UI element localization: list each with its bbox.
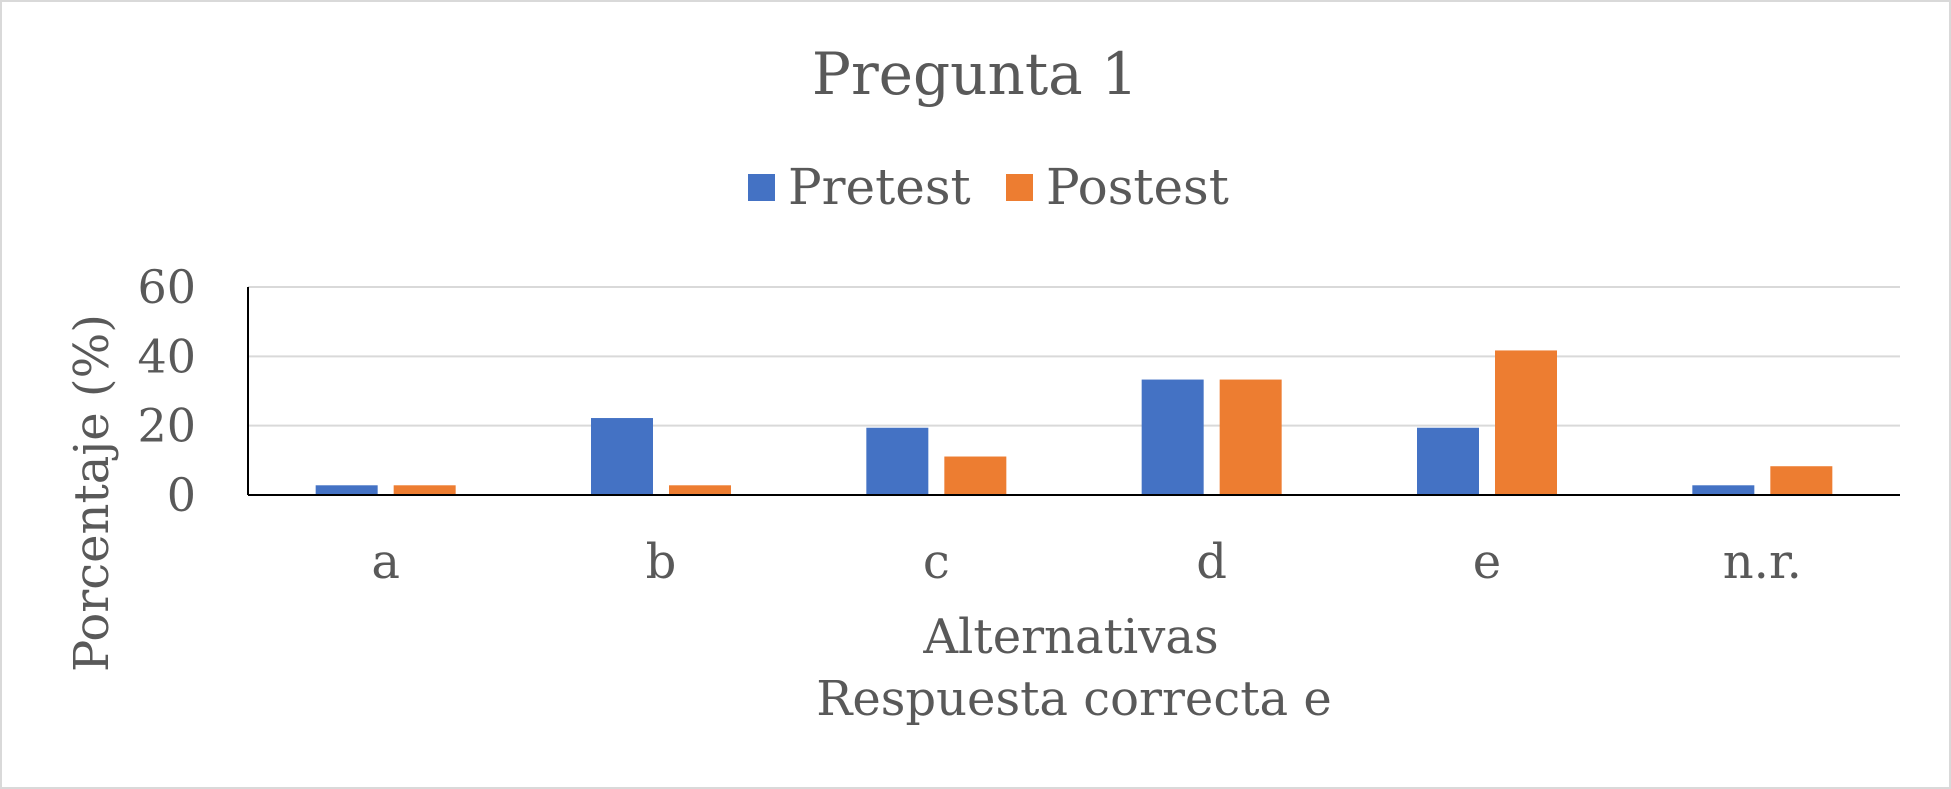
- legend: Pretest Postest: [748, 158, 1229, 216]
- bar-pretest-d: [1141, 379, 1204, 495]
- y-tick-label-0: 0: [167, 468, 196, 522]
- y-tick-label-20: 20: [137, 399, 196, 453]
- bar-postest-a: [393, 485, 456, 495]
- x-axis-subtitle: Respuesta correcta e: [816, 671, 1332, 727]
- bar-pretest-b: [591, 418, 653, 495]
- legend-label-pretest: Pretest: [788, 158, 971, 216]
- y-axis-title: Porcentaje (%): [64, 314, 120, 672]
- bar-pretest-c: [866, 427, 929, 495]
- bar-pretest-a: [315, 485, 378, 495]
- legend-label-postest: Postest: [1046, 158, 1229, 216]
- y-tick-labels: 0 20 40 60: [137, 260, 196, 522]
- bar-postest-n.r.: [1770, 466, 1833, 495]
- chart-title: Pregunta 1: [812, 40, 1138, 108]
- bars: [315, 350, 1833, 495]
- bar-postest-b: [669, 485, 731, 495]
- x-tick-label-n.r.: n.r.: [1723, 534, 1802, 590]
- x-tick-label-c: c: [923, 534, 950, 590]
- bar-postest-d: [1219, 379, 1282, 495]
- x-axis-title: Alternativas: [922, 609, 1218, 665]
- x-tick-label-b: b: [646, 534, 677, 590]
- gridlines: [248, 286, 1900, 427]
- y-tick-label-60: 60: [137, 260, 196, 314]
- x-tick-label-a: a: [371, 534, 400, 590]
- x-tick-label-e: e: [1473, 534, 1501, 590]
- legend-swatch-postest: [1006, 174, 1033, 201]
- bar-pretest-n.r.: [1692, 485, 1755, 495]
- x-tick-labels: a b c d e n.r.: [371, 534, 1802, 590]
- bar-postest-c: [944, 456, 1007, 495]
- bar-pretest-e: [1417, 427, 1479, 495]
- x-tick-label-d: d: [1196, 534, 1227, 590]
- y-tick-label-40: 40: [137, 329, 196, 383]
- legend-swatch-pretest: [748, 174, 775, 201]
- bar-postest-e: [1495, 350, 1557, 495]
